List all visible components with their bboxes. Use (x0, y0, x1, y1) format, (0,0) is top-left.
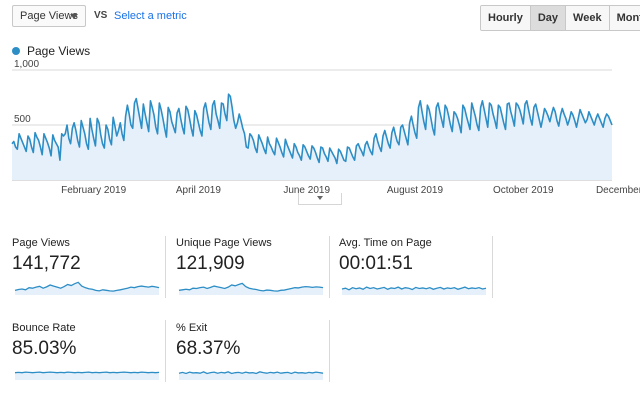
y-tick-label: 1,000 (14, 59, 39, 70)
x-tick-label: June 2019 (283, 185, 330, 196)
sparkline (14, 371, 160, 380)
metric-value: 141,772 (12, 253, 81, 274)
x-tick-label: August 2019 (387, 185, 444, 196)
metric-title: Avg. Time on Page (339, 237, 432, 249)
sparkline-area (15, 372, 159, 380)
granularity-week-button[interactable]: Week (566, 6, 610, 30)
select-metric-link[interactable]: Select a metric (114, 10, 187, 22)
vs-label: VS (94, 10, 108, 21)
sparkline-line (178, 282, 324, 292)
x-tick-label: April 2019 (176, 185, 221, 196)
sparkline (14, 281, 160, 295)
card-divider (165, 236, 166, 298)
metric-value: 68.37% (176, 338, 241, 359)
sparkline-line (14, 371, 160, 374)
card-divider (329, 236, 330, 298)
metric-title: Page Views (12, 237, 70, 249)
card-divider (492, 236, 493, 298)
metric-card-avg-time-on-page[interactable]: Avg. Time on Page 00:01:51 (339, 237, 489, 309)
chevron-down-icon (70, 14, 78, 19)
metric-title: Bounce Rate (12, 322, 76, 334)
series-line (11, 93, 613, 165)
legend-swatch (12, 47, 20, 55)
x-tick-label: October 2019 (493, 185, 554, 196)
y-tick-label: 500 (14, 114, 31, 125)
granularity-month-button[interactable]: Month (609, 6, 640, 30)
sparkline-area (179, 371, 323, 380)
caret-down-icon (317, 196, 323, 200)
metric-value: 00:01:51 (339, 253, 413, 274)
card-divider (165, 320, 166, 382)
granularity-toggle: Hourly Day Week Month (480, 5, 640, 31)
sparkline (178, 371, 324, 380)
page-views-chart: 1,000 500 February 2019 April 2019 June 2019… (11, 59, 640, 196)
card-divider (329, 320, 330, 382)
granularity-day-button[interactable]: Day (530, 6, 567, 30)
metric-value: 121,909 (176, 253, 245, 274)
metric-card-unique-page-views[interactable]: Unique Page Views 121,909 (176, 237, 326, 309)
sparkline (178, 282, 324, 295)
sparkline-line (178, 371, 324, 375)
metric-card-bounce-rate[interactable]: Bounce Rate 85.03% (12, 322, 162, 394)
metric-title: Unique Page Views (176, 237, 272, 249)
x-tick-label: December 2019 (596, 185, 640, 196)
metric-dropdown[interactable]: Page Views (12, 5, 86, 27)
sparkline-line (341, 286, 487, 291)
x-tick-label: February 2019 (61, 185, 126, 196)
sparkline-line (14, 281, 160, 292)
chart-legend: Page Views (12, 44, 90, 58)
metric-dropdown-label: Page Views (20, 10, 78, 22)
collapse-chart-button[interactable] (298, 193, 342, 205)
legend-label: Page Views (27, 44, 91, 58)
sparkline (341, 286, 487, 295)
metric-card-exit-rate[interactable]: % Exit 68.37% (176, 322, 326, 394)
metric-value: 85.03% (12, 338, 77, 359)
metric-card-page-views[interactable]: Page Views 141,772 (12, 237, 162, 309)
granularity-hourly-button[interactable]: Hourly (481, 6, 531, 30)
metric-title: % Exit (176, 322, 208, 334)
